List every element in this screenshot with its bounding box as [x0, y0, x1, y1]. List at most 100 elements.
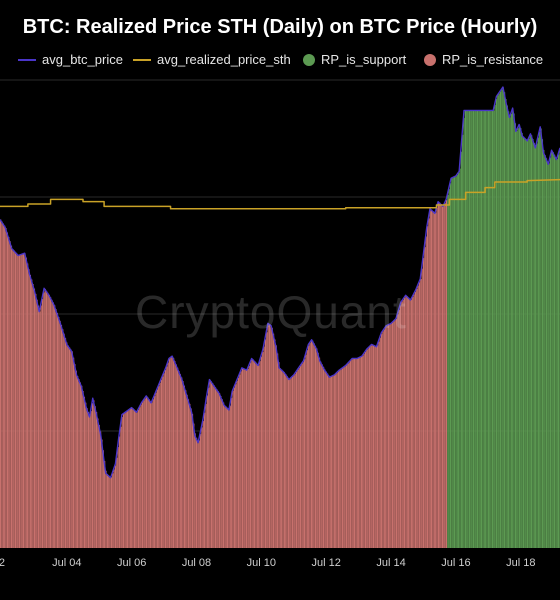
bar-rp-support	[478, 110, 480, 549]
bar-rp-support	[486, 110, 488, 549]
bar-rp-resistance	[212, 383, 214, 548]
bar-rp-resistance	[20, 254, 22, 549]
bar-rp-resistance	[322, 366, 325, 548]
bar-rp-resistance	[228, 409, 230, 548]
bar-rp-resistance	[255, 362, 257, 548]
bar-rp-resistance	[179, 374, 181, 548]
bar-rp-resistance	[175, 364, 177, 548]
bar-rp-resistance	[318, 357, 321, 548]
bar-rp-resistance	[128, 409, 130, 548]
legend-label: avg_btc_price	[42, 52, 123, 67]
bar-rp-resistance	[54, 305, 56, 548]
bar-rp-resistance	[424, 247, 426, 548]
bar-rp-resistance	[240, 371, 242, 548]
bar-rp-resistance	[437, 202, 439, 548]
bar-rp-support	[453, 176, 456, 548]
bar-rp-resistance	[121, 416, 123, 548]
bar-rp-resistance	[274, 339, 276, 548]
bar-rp-resistance	[105, 470, 107, 548]
bar-rp-resistance	[403, 297, 406, 548]
bar-rp-support	[467, 110, 469, 549]
bar-rp-resistance	[335, 374, 337, 548]
bar-rp-resistance	[368, 347, 371, 548]
bar-rp-resistance	[185, 390, 187, 548]
bar-rp-resistance	[314, 345, 317, 548]
bar-rp-resistance	[160, 379, 163, 548]
bar-rp-resistance	[81, 385, 83, 548]
bar-rp-resistance	[140, 404, 142, 548]
bar-rp-resistance	[29, 274, 31, 548]
bar-rp-resistance	[95, 412, 98, 548]
bar-rp-resistance	[24, 253, 26, 548]
bar-rp-support	[460, 151, 462, 548]
bar-rp-resistance	[144, 398, 146, 548]
bar-rp-resistance	[235, 384, 237, 548]
bar-rp-resistance	[217, 391, 219, 548]
bar-rp-support	[459, 168, 461, 548]
bar-rp-resistance	[209, 379, 211, 548]
legend-line-swatch	[18, 58, 36, 61]
bar-rp-support	[494, 104, 496, 549]
x-tick-label: Jul 14	[376, 557, 405, 569]
bar-rp-support	[482, 110, 484, 549]
bar-rp-resistance	[329, 377, 331, 548]
bar-rp-support	[505, 99, 507, 548]
bar-rp-resistance	[155, 392, 157, 548]
legend-item-avg-realized-price-sth[interactable]: avg_realized_price_sth	[133, 52, 291, 67]
bar-rp-resistance	[229, 405, 231, 548]
bar-rp-resistance	[353, 358, 356, 548]
bar-rp-resistance	[382, 331, 384, 548]
x-tick-label: Jul 16	[441, 557, 470, 569]
bar-rp-resistance	[74, 364, 76, 548]
bar-rp-resistance	[216, 389, 218, 548]
bar-rp-resistance	[364, 351, 367, 548]
bar-rp-resistance	[309, 342, 311, 548]
bar-rp-resistance	[256, 363, 258, 548]
bar-rp-support	[479, 110, 481, 549]
bar-rp-support	[485, 110, 487, 549]
bar-rp-resistance	[208, 387, 210, 548]
bar-rp-resistance	[152, 399, 154, 548]
legend-item-avg-btc-price[interactable]: avg_btc_price	[18, 52, 123, 67]
bar-rp-resistance	[31, 279, 33, 548]
bar-rp-support	[526, 140, 529, 548]
legend-item-rp-is-resistance[interactable]: RP_is_resistance	[424, 52, 543, 67]
bar-rp-resistance	[376, 345, 379, 548]
bar-rp-resistance	[439, 202, 441, 549]
bar-rp-resistance	[125, 411, 127, 548]
bar-rp-resistance	[8, 236, 10, 548]
legend-line-swatch	[133, 58, 151, 61]
bar-rp-resistance	[308, 345, 310, 548]
bar-rp-resistance	[282, 370, 284, 548]
bar-rp-support	[556, 158, 558, 548]
bar-rp-resistance	[116, 457, 118, 548]
bar-rp-support	[495, 98, 498, 548]
bar-rp-resistance	[290, 378, 292, 548]
bar-rp-resistance	[68, 347, 71, 548]
bar-rp-resistance	[389, 324, 391, 548]
bar-rp-resistance	[244, 369, 246, 548]
bar-rp-resistance	[233, 387, 235, 548]
bar-rp-resistance	[178, 370, 180, 548]
bar-rp-support	[536, 143, 538, 548]
bar-rp-resistance	[36, 299, 38, 548]
bar-rp-resistance	[205, 403, 207, 548]
bar-rp-resistance	[259, 361, 261, 548]
legend-item-rp-is-support[interactable]: RP_is_support	[303, 52, 406, 67]
bar-rp-resistance	[17, 254, 19, 549]
x-tick-label: Jul 04	[52, 557, 81, 569]
bar-rp-resistance	[287, 377, 290, 548]
bar-rp-resistance	[89, 416, 91, 548]
series-line-avg-realized-price-sth	[0, 178, 560, 210]
bar-rp-support	[510, 113, 512, 548]
bar-rp-resistance	[151, 402, 153, 548]
bar-rp-resistance	[124, 412, 126, 548]
bar-rp-resistance	[13, 250, 15, 548]
bar-rp-resistance	[340, 369, 342, 548]
bar-rp-resistance	[51, 299, 53, 548]
bar-rp-resistance	[390, 323, 392, 548]
bar-rp-resistance	[385, 327, 387, 548]
bar-rp-support	[451, 178, 453, 548]
bar-rp-resistance	[37, 305, 40, 548]
bar-rp-support	[487, 110, 489, 549]
